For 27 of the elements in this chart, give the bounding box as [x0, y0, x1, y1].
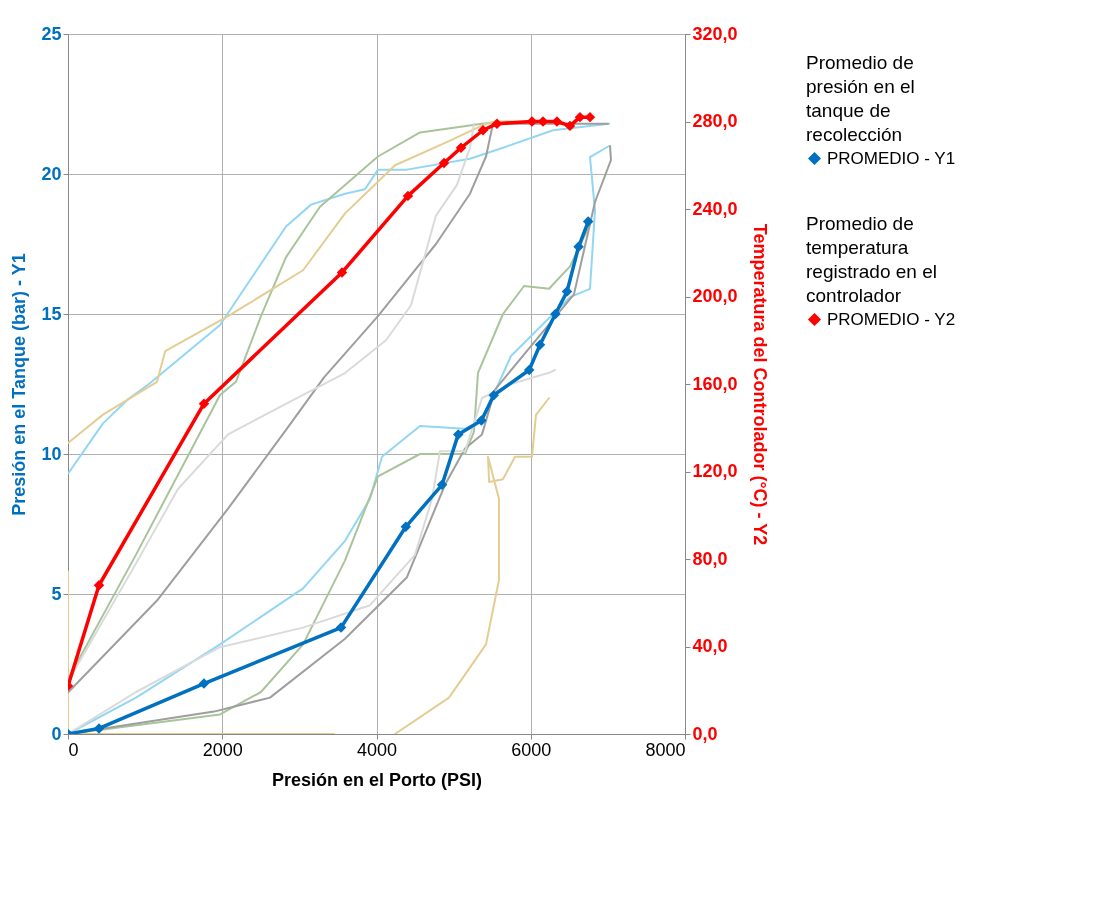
y-tick-label: 20 — [41, 163, 62, 184]
x-axis-title: Presión en el Porto (PSI) — [271, 769, 483, 790]
y-tick-label: 25 — [41, 23, 62, 44]
y-tick-label: 5 — [51, 583, 62, 604]
x-tick-label: 6000 — [511, 739, 552, 760]
y2-tick-label: 0,0 — [692, 723, 718, 744]
x-tick-label: 4000 — [356, 739, 398, 760]
legend-label: PROMEDIO - Y1 — [827, 148, 956, 168]
y2-tick-label: 160,0 — [692, 373, 738, 394]
x-tick-label: 0 — [68, 739, 79, 760]
y2-tick-label: 200,0 — [692, 286, 738, 306]
y-tick-label: 15 — [41, 303, 62, 324]
x-tick-label: 8000 — [645, 739, 686, 760]
y2-tick-label: 120,0 — [692, 461, 738, 481]
y2-tick-label: 80,0 — [692, 548, 728, 569]
x-tick-label: 2000 — [202, 739, 243, 760]
y-tick-label: 0 — [51, 723, 62, 744]
y-tick-label: 10 — [41, 443, 62, 464]
legend-label: PROMEDIO - Y2 — [827, 309, 956, 329]
y2-tick-label: 240,0 — [692, 198, 738, 219]
y2-tick-label: 40,0 — [692, 636, 728, 656]
y2-axis-title: Temperatura del Controlador (°C) - Y2 — [749, 223, 770, 546]
text: Promedio de presión en el tanque de recolección — [806, 52, 915, 145]
y2-tick-label: 280,0 — [692, 111, 738, 131]
text: Promedio de temperatura registrado en el controlador — [806, 213, 937, 306]
y-axis-title: Presión en el Tanque (bar) - Y1 — [9, 253, 30, 516]
y2-tick-label: 320,0 — [692, 23, 738, 44]
